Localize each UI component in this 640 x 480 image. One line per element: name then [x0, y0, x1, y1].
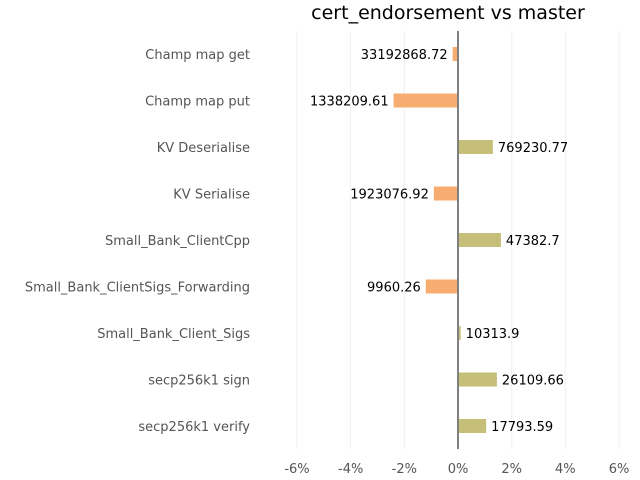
- category-label: Small_Bank_ClientCpp: [105, 234, 250, 249]
- value-label: 17793.59: [491, 420, 553, 435]
- value-label: 1923076.92: [350, 188, 429, 203]
- x-tick-label: 2%: [501, 462, 522, 477]
- category-label: Small_Bank_ClientSigs_Forwarding: [25, 281, 250, 296]
- bar: [458, 326, 461, 340]
- bar: [458, 419, 487, 433]
- value-label: 1338209.61: [310, 95, 389, 110]
- x-tick-label: 4%: [555, 462, 576, 477]
- value-label: 47382.7: [506, 234, 560, 249]
- bar: [433, 186, 458, 201]
- value-label: 769230.77: [498, 141, 568, 156]
- bar: [458, 372, 497, 387]
- bar: [458, 140, 493, 154]
- value-label: 9960.26: [367, 281, 421, 296]
- value-label: 33192868.72: [361, 48, 448, 63]
- category-label: Champ map get: [145, 48, 250, 63]
- category-label: KV Serialise: [173, 188, 250, 203]
- category-label: Champ map put: [145, 95, 250, 110]
- x-tick-label: 6%: [609, 462, 630, 477]
- x-tick-label: -2%: [392, 462, 417, 477]
- category-label: secp256k1 verify: [138, 420, 250, 435]
- value-label: 10313.9: [466, 327, 520, 342]
- value-label: 26109.66: [502, 374, 564, 389]
- x-tick-label: -4%: [338, 462, 363, 477]
- value-labels: 33192868.72 1338209.61 769230.77 1923076.92…: [310, 48, 568, 435]
- category-label: KV Deserialise: [157, 141, 250, 156]
- x-tick-label: 0%: [448, 462, 469, 477]
- chart-title: cert_endorsement vs master: [311, 2, 585, 24]
- bar: [458, 233, 501, 247]
- bar: [425, 279, 458, 294]
- bar: [452, 47, 458, 61]
- category-labels: Champ map get Champ map put KV Deserialise…: [25, 48, 250, 435]
- category-label: secp256k1 sign: [148, 374, 250, 389]
- category-label: Small_Bank_Client_Sigs: [97, 327, 250, 342]
- bars: [393, 47, 501, 433]
- x-axis-ticks: -6% -4% -2% 0% 2% 4% 6%: [284, 462, 629, 477]
- bar: [393, 93, 458, 108]
- x-tick-label: -6%: [284, 462, 309, 477]
